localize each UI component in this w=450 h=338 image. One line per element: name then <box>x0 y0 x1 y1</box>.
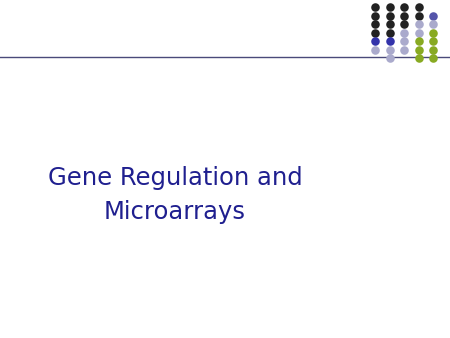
Point <box>415 47 422 52</box>
Point <box>429 38 436 44</box>
Point <box>386 21 393 27</box>
Point <box>371 47 378 52</box>
Point <box>400 47 408 52</box>
Point <box>429 47 436 52</box>
Point <box>386 4 393 10</box>
Point <box>429 30 436 35</box>
Point <box>400 30 408 35</box>
Point <box>386 13 393 18</box>
Point <box>371 4 378 10</box>
Point <box>371 38 378 44</box>
Point <box>400 38 408 44</box>
Point <box>415 38 422 44</box>
Point <box>415 55 422 61</box>
Text: Gene Regulation and
Microarrays: Gene Regulation and Microarrays <box>48 166 302 224</box>
Point <box>415 4 422 10</box>
Point <box>429 13 436 18</box>
Point <box>371 13 378 18</box>
Point <box>386 30 393 35</box>
Point <box>429 21 436 27</box>
Point <box>386 47 393 52</box>
Point <box>415 13 422 18</box>
Point <box>386 38 393 44</box>
Point <box>400 13 408 18</box>
Point <box>371 30 378 35</box>
Point <box>429 55 436 61</box>
Point <box>371 21 378 27</box>
Point <box>415 30 422 35</box>
Point <box>400 4 408 10</box>
Point <box>415 21 422 27</box>
Point <box>400 21 408 27</box>
Point <box>386 55 393 61</box>
